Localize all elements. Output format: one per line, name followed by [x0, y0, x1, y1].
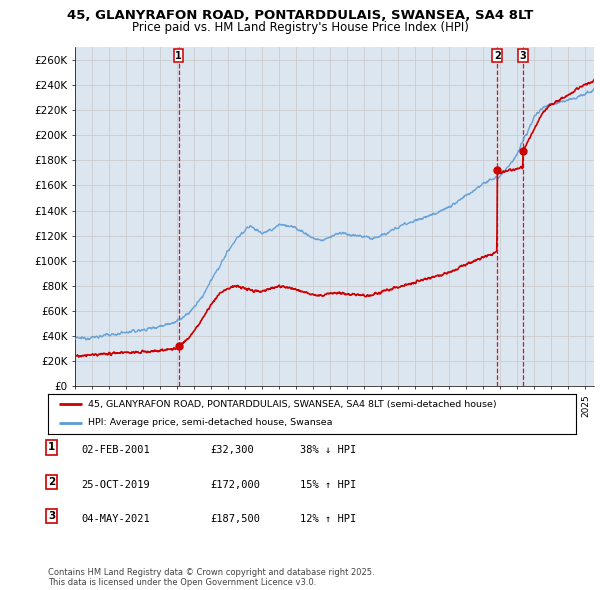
Text: Contains HM Land Registry data © Crown copyright and database right 2025.
This d: Contains HM Land Registry data © Crown c… — [48, 568, 374, 587]
Text: £32,300: £32,300 — [210, 445, 254, 455]
Text: £187,500: £187,500 — [210, 514, 260, 524]
Text: HPI: Average price, semi-detached house, Swansea: HPI: Average price, semi-detached house,… — [88, 418, 332, 427]
Text: 04-MAY-2021: 04-MAY-2021 — [81, 514, 150, 524]
Text: 2: 2 — [48, 477, 55, 487]
Text: 38% ↓ HPI: 38% ↓ HPI — [300, 445, 356, 455]
Text: Price paid vs. HM Land Registry's House Price Index (HPI): Price paid vs. HM Land Registry's House … — [131, 21, 469, 34]
Text: 1: 1 — [175, 51, 182, 61]
Text: 12% ↑ HPI: 12% ↑ HPI — [300, 514, 356, 524]
Text: 15% ↑ HPI: 15% ↑ HPI — [300, 480, 356, 490]
Text: 3: 3 — [520, 51, 526, 61]
Text: 2: 2 — [494, 51, 500, 61]
Text: 45, GLANYRAFON ROAD, PONTARDDULAIS, SWANSEA, SA4 8LT (semi-detached house): 45, GLANYRAFON ROAD, PONTARDDULAIS, SWAN… — [88, 400, 496, 409]
Text: 45, GLANYRAFON ROAD, PONTARDDULAIS, SWANSEA, SA4 8LT: 45, GLANYRAFON ROAD, PONTARDDULAIS, SWAN… — [67, 9, 533, 22]
Text: 02-FEB-2001: 02-FEB-2001 — [81, 445, 150, 455]
Text: £172,000: £172,000 — [210, 480, 260, 490]
Text: 3: 3 — [48, 511, 55, 521]
Text: 25-OCT-2019: 25-OCT-2019 — [81, 480, 150, 490]
Text: 1: 1 — [48, 442, 55, 453]
